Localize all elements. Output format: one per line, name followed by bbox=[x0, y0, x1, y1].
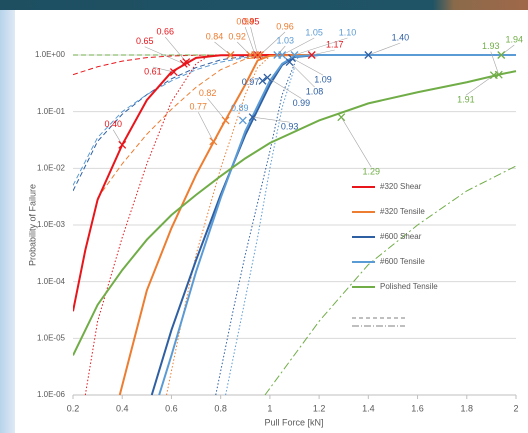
page: {"chart_data": { "type": "line", "xlabel… bbox=[0, 0, 528, 433]
annotation-label: 0.65 bbox=[136, 36, 154, 46]
annotation-label: 1.91 bbox=[457, 95, 475, 105]
x-tick-label: 1 bbox=[267, 403, 272, 413]
annotation-label: 1.94 bbox=[505, 34, 523, 44]
x-tick-label: 1.2 bbox=[313, 403, 326, 413]
x-tick-label: 1.8 bbox=[461, 403, 474, 413]
annotation-label: 1.10 bbox=[339, 27, 357, 37]
annotation-label: 0.77 bbox=[190, 102, 208, 112]
legend-label: #320 Shear bbox=[380, 182, 422, 191]
annotation-label: 1.03 bbox=[277, 35, 295, 45]
annotation-label: 0.99 bbox=[293, 98, 311, 108]
header-band bbox=[0, 0, 528, 10]
legend-label: #320 Tensile bbox=[380, 207, 425, 216]
annotation-label: 1.05 bbox=[305, 27, 323, 37]
x-tick-label: 2 bbox=[513, 403, 518, 413]
annotation-label: 0.61 bbox=[144, 66, 162, 76]
annotation-label: 0.66 bbox=[156, 26, 174, 36]
annotation-label: 1.40 bbox=[392, 32, 410, 42]
x-tick-label: 1.6 bbox=[411, 403, 424, 413]
annotation-label: 0.84 bbox=[206, 31, 224, 41]
y-tick-label: 1.0E-02 bbox=[37, 163, 66, 172]
legend-label: #600 Tensile bbox=[380, 257, 425, 266]
annotation-label: 1.93 bbox=[482, 41, 500, 51]
annotation-label: 0.89 bbox=[231, 103, 249, 113]
x-tick-label: 0.4 bbox=[116, 403, 129, 413]
y-tick-label: 1.0E-03 bbox=[37, 220, 66, 229]
x-tick-label: 0.2 bbox=[67, 403, 80, 413]
annotation-label: 0.97 bbox=[242, 77, 260, 87]
annotation-label: 0.92 bbox=[228, 31, 246, 41]
legend-label: #600 Shear bbox=[380, 232, 422, 241]
x-axis-title: Pull Force [kN] bbox=[264, 417, 323, 427]
y-tick-label: 1.0E-01 bbox=[37, 107, 66, 116]
x-tick-label: 0.8 bbox=[214, 403, 227, 413]
annotation-label: 0.96 bbox=[276, 21, 294, 31]
y-axis-title: Probability of Failure bbox=[27, 184, 37, 266]
y-tick-label: 1.0E-04 bbox=[37, 277, 66, 286]
y-tick-label: 1.0E-06 bbox=[37, 390, 66, 399]
annotation-label: 0.93 bbox=[281, 122, 299, 132]
chart: Probability of Failure Pull Force [kN] 1… bbox=[0, 0, 528, 433]
annotation-label: 1.08 bbox=[306, 86, 324, 96]
x-tick-label: 1.4 bbox=[362, 403, 375, 413]
y-tick-label: 1.0E+00 bbox=[35, 50, 66, 59]
annotation-label: 1.09 bbox=[314, 75, 332, 85]
annotation-label: 1.29 bbox=[362, 167, 380, 177]
annotation-label: 0.94 bbox=[236, 16, 254, 26]
annotation-label: 0.40 bbox=[104, 119, 122, 129]
y-tick-label: 1.0E-05 bbox=[37, 333, 66, 342]
annotation-label: 0.82 bbox=[199, 88, 217, 98]
x-tick-label: 0.6 bbox=[165, 403, 178, 413]
legend-label: Polished Tensile bbox=[380, 282, 438, 291]
